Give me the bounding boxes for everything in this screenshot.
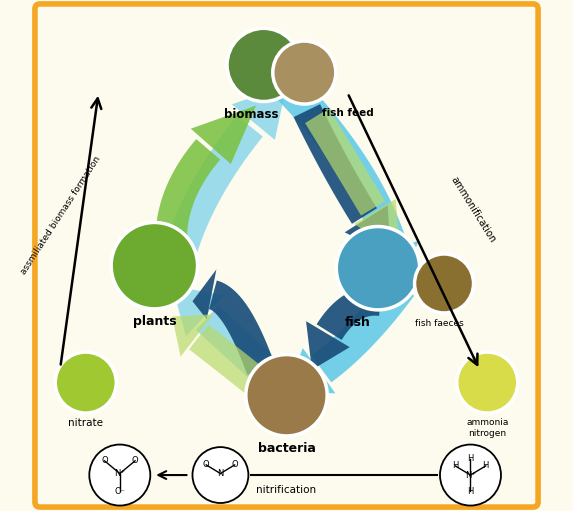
Text: N: N <box>217 469 223 478</box>
Polygon shape <box>172 314 213 357</box>
Polygon shape <box>354 199 401 256</box>
Circle shape <box>457 352 518 413</box>
Text: nitrate: nitrate <box>68 418 103 428</box>
Text: biomass: biomass <box>223 108 278 121</box>
Polygon shape <box>172 286 223 336</box>
Circle shape <box>336 226 419 310</box>
Polygon shape <box>231 85 286 140</box>
Text: ammonification: ammonification <box>449 175 498 245</box>
Circle shape <box>111 222 198 309</box>
Polygon shape <box>345 205 391 256</box>
Polygon shape <box>196 306 297 402</box>
Circle shape <box>246 355 327 436</box>
Text: O: O <box>203 460 210 470</box>
Text: H: H <box>468 487 474 496</box>
Text: H: H <box>468 454 474 463</box>
Polygon shape <box>193 269 217 319</box>
Text: O: O <box>132 456 138 466</box>
Polygon shape <box>312 276 414 382</box>
Text: plants: plants <box>132 315 176 328</box>
Circle shape <box>273 41 336 104</box>
Polygon shape <box>317 286 382 340</box>
Text: H: H <box>452 461 458 471</box>
Polygon shape <box>366 241 419 286</box>
Polygon shape <box>209 281 275 375</box>
Text: N⁺: N⁺ <box>115 469 125 478</box>
Text: O: O <box>101 456 108 466</box>
Circle shape <box>193 447 248 503</box>
FancyBboxPatch shape <box>35 4 538 507</box>
Circle shape <box>415 254 473 313</box>
Text: O: O <box>231 460 238 470</box>
Polygon shape <box>274 74 406 250</box>
Text: ammonia
nitrogen: ammonia nitrogen <box>466 418 508 437</box>
Circle shape <box>227 28 300 102</box>
Text: fish feed: fish feed <box>322 108 374 118</box>
Text: fish faeces: fish faeces <box>415 318 464 328</box>
Polygon shape <box>155 139 220 257</box>
Circle shape <box>89 445 150 505</box>
Text: assmiliated biomass formation: assmiliated biomass formation <box>19 154 102 275</box>
Circle shape <box>55 352 116 413</box>
Polygon shape <box>191 106 256 164</box>
Text: bacteria: bacteria <box>257 442 316 454</box>
Circle shape <box>440 445 501 505</box>
Polygon shape <box>305 108 385 216</box>
Polygon shape <box>293 104 377 224</box>
Polygon shape <box>286 348 336 393</box>
Text: N⁺: N⁺ <box>465 471 476 479</box>
Text: H: H <box>482 461 489 471</box>
Text: nitrification: nitrification <box>257 485 316 495</box>
Polygon shape <box>306 321 350 370</box>
Text: fish: fish <box>345 316 371 330</box>
Polygon shape <box>189 324 276 403</box>
Text: O⁻: O⁻ <box>114 487 125 496</box>
Polygon shape <box>156 116 263 289</box>
